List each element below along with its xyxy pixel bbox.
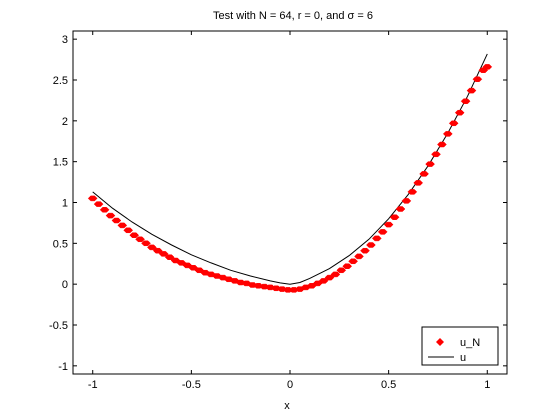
x-tick-label: -1: [88, 379, 98, 391]
x-tick-label: 1: [484, 379, 490, 391]
y-tick-label: -0.5: [49, 320, 68, 332]
tick-labels: -1 -0.5 0 0.5 1 -1 -0.5 0 0.5 1 1.5 2 2.5 3: [49, 34, 490, 391]
legend: u_N u: [421, 326, 499, 366]
marker-u-n: [448, 120, 459, 127]
y-tick-label: -1: [58, 361, 68, 373]
marker-u-n: [123, 227, 134, 234]
x-tick-label: 0.5: [381, 379, 396, 391]
y-tick-label: 1: [62, 198, 68, 210]
marker-u-n: [158, 251, 169, 257]
marker-u-n: [164, 254, 175, 260]
marker-u-n: [442, 131, 453, 137]
marker-u-n: [105, 212, 116, 219]
marker-u-n: [111, 217, 122, 224]
marker-u-n: [135, 236, 145, 243]
x-tick-label: -0.5: [182, 379, 201, 391]
axis-ticks: [73, 31, 507, 374]
x-axis-label: x: [284, 400, 290, 412]
marker-u-n: [93, 201, 104, 207]
marker-u-n: [318, 278, 329, 284]
chart-title: Test with N = 64, r = 0, and σ = 6: [213, 10, 373, 22]
marker-u-n: [419, 171, 429, 177]
marker-u-n: [152, 247, 163, 254]
marker-u-n: [348, 258, 358, 265]
y-tick-label: 2: [62, 116, 68, 128]
legend-marker-u-n: [436, 338, 444, 346]
marker-u-n: [407, 189, 418, 195]
marker-u-n: [147, 244, 157, 251]
marker-u-n: [377, 229, 388, 235]
marker-u-n: [454, 109, 465, 116]
marker-u-n: [389, 214, 400, 220]
marker-u-n: [466, 87, 477, 94]
marker-u-n: [330, 271, 341, 278]
marker-u-n: [342, 263, 353, 269]
marker-u-n: [383, 221, 394, 228]
y-tick-label: 0.5: [53, 238, 68, 250]
marker-u-n: [431, 151, 441, 158]
marker-u-n: [324, 274, 335, 281]
marker-u-n: [99, 207, 110, 213]
legend-label-u-n: u_N: [460, 337, 480, 349]
marker-u-n: [141, 240, 151, 247]
marker-u-n: [472, 76, 483, 82]
y-tick-label: 0: [62, 279, 68, 291]
legend-label-u: u: [460, 352, 466, 364]
marker-u-n: [460, 98, 471, 104]
line-u: [92, 53, 488, 285]
marker-u-n: [437, 141, 447, 148]
legend-box: [421, 326, 499, 366]
y-tick-label: 3: [62, 34, 68, 46]
y-tick-label: 2.5: [53, 75, 68, 87]
marker-u-n: [360, 247, 370, 254]
marker-u-n: [354, 253, 364, 260]
marker-u-n: [87, 195, 98, 202]
plot-area: [72, 30, 508, 375]
marker-u-n: [366, 242, 376, 248]
marker-u-n: [425, 161, 435, 167]
x-tick-label: 0: [287, 379, 293, 391]
marker-u-n: [395, 206, 406, 212]
marker-u-n: [401, 198, 412, 204]
y-tick-label: 1.5: [53, 157, 68, 169]
marker-u-n: [117, 222, 128, 229]
marker-u-n: [336, 267, 347, 274]
marker-u-n: [129, 232, 140, 238]
marker-u-n: [482, 64, 493, 70]
marker-u-n: [413, 180, 424, 186]
marker-u-n: [371, 235, 382, 242]
series-u-n: [87, 64, 493, 293]
series-u: [92, 53, 488, 285]
